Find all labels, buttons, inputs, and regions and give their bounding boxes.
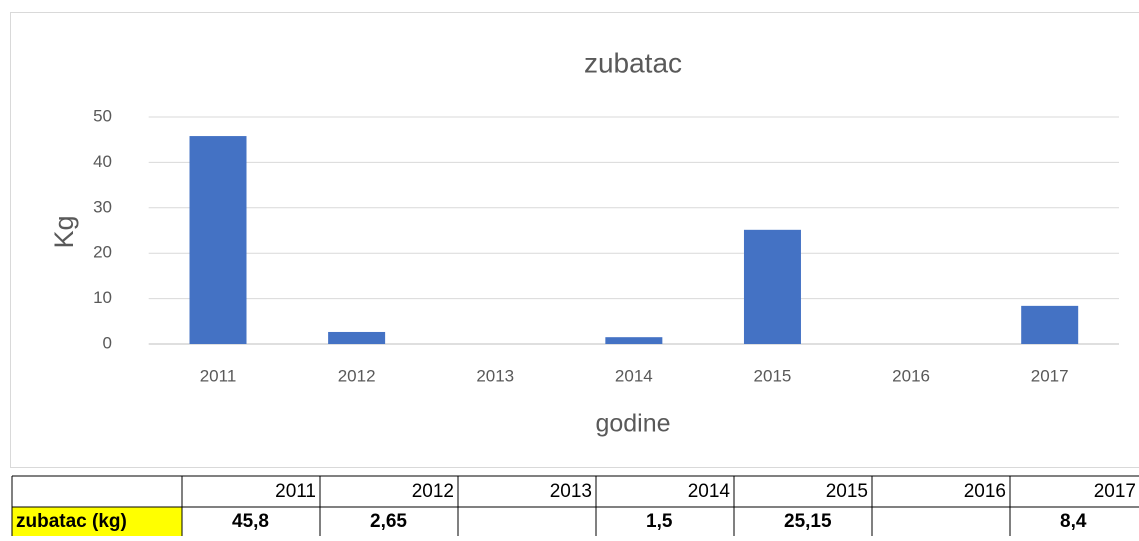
x-axis-label: godine (595, 410, 670, 438)
y-tick-label: 0 (103, 333, 112, 352)
table-value: 25,15 (784, 511, 832, 532)
table-header: 2016 (964, 481, 1006, 502)
chart-title: zubatac (584, 47, 682, 78)
x-tick-label: 2017 (1031, 366, 1069, 385)
bar (190, 136, 247, 344)
table-header: 2012 (412, 481, 454, 502)
y-tick-label: 30 (93, 197, 112, 216)
y-tick-label: 50 (93, 106, 112, 125)
x-tick-label: 2014 (615, 366, 653, 385)
table-header: 2015 (826, 481, 868, 502)
bar (605, 337, 662, 344)
bar (328, 332, 385, 344)
table-header: 2011 (275, 481, 316, 502)
y-axis-label: Kg (49, 215, 79, 248)
table-value: 45,8 (232, 511, 269, 532)
bar (744, 230, 801, 344)
x-tick-label: 2015 (754, 366, 792, 385)
table-value: 2,65 (370, 511, 407, 532)
bar (1021, 306, 1078, 344)
table-header: 2014 (688, 481, 731, 502)
chart-area (11, 13, 1139, 468)
y-tick-label: 10 (93, 288, 112, 307)
x-tick-label: 2012 (338, 366, 376, 385)
x-tick-label: 2016 (892, 366, 930, 385)
table-value: 1,5 (646, 511, 673, 532)
x-tick-label: 2013 (476, 366, 514, 385)
y-tick-label: 40 (93, 152, 112, 171)
x-tick-label: 2011 (200, 366, 237, 385)
table-header: 2017 (1094, 481, 1136, 502)
y-tick-label: 20 (93, 243, 112, 262)
table-value: 8,4 (1060, 511, 1087, 532)
data-table: zubatac (kg) (12, 507, 182, 536)
row-label: zubatac (kg) (16, 511, 127, 532)
table-header: 2013 (550, 481, 592, 502)
